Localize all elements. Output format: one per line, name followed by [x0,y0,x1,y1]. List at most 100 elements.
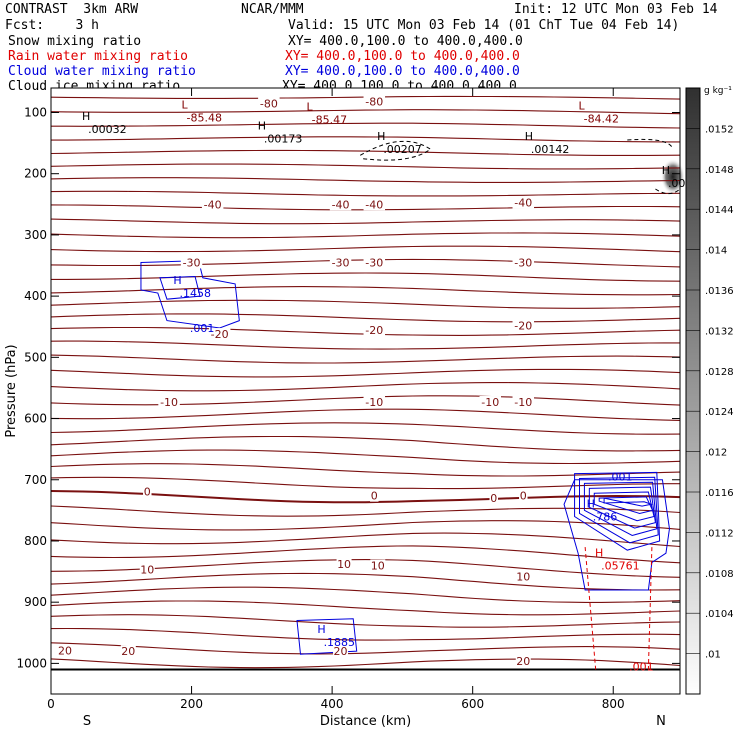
temperature-contour-line [51,136,680,143]
y-tick-label: 500 [24,350,47,364]
contour-label-bg [201,198,224,211]
colorbar-tick-label: .0148 [705,165,734,176]
contour-label: 20 [58,645,72,658]
temperature-contour-line [51,218,680,225]
temperature-contour-line [51,382,680,392]
field-xy-cloud-water: XY= 400.0,100.0 to 400.0,400.0 [285,64,520,79]
y-tick-label: 200 [24,167,47,181]
chart-title-center: NCAR/MMM [241,2,304,17]
contour-label-bg [519,489,528,502]
temperature-contour-line [51,463,680,477]
contour-label-bg [120,645,136,658]
colorbar [685,87,701,695]
north-end-label: N [656,714,666,729]
contour-label: -30 [514,256,532,269]
contour-label-bg [363,95,386,108]
colorbar-tick-label: .0116 [705,488,734,499]
cloud-water-contour [603,497,654,507]
extremum-mark: H [258,120,266,133]
temperature-contour-line [51,149,680,156]
cloud-water-contour [593,491,655,522]
temperature-contour-line [51,532,680,548]
temperature-contour-line [51,642,680,655]
contour-label-bg [363,256,386,269]
extremum-mark: H [377,130,385,143]
contour-label: -40 [332,198,350,211]
contour-label-bg [489,492,499,505]
temperature-contours [51,95,680,669]
contour-label: -80 [365,95,383,108]
contour-label-bg [180,256,203,269]
temperature-contour-line [51,658,680,669]
extremum-value: -85.47 [312,114,347,127]
extremum-value: .1458 [180,287,212,300]
temperature-contour-line [51,435,680,452]
contour-label: 0 [490,492,497,505]
contour-label: -30 [183,256,201,269]
contour-label: -30 [332,256,350,269]
temperature-contour-line [51,190,680,197]
contour-label: 20 [334,645,348,658]
cloud-water-contour [588,486,656,529]
contour-label-bg [370,489,379,502]
colorbar-tick-label: .0124 [705,407,734,418]
extremum-mark: H [82,110,90,123]
contour-label-bg [479,396,501,409]
x-tick-label: 800 [602,697,625,711]
contour-value-label: .001 [629,660,654,673]
contour-label: 10 [371,559,385,572]
contour-label-bg [258,97,280,110]
contour-value-label: .001 [190,322,215,335]
y-tick-label: 900 [24,595,47,609]
contour-label: 0 [520,490,527,503]
temperature-contour-line [51,368,680,378]
contour-value-label: .001 [608,471,633,484]
extremum-value: .00032 [88,123,127,136]
contour-label-bg [158,396,180,409]
field-xy-rain: XY= 400.0,100.0 to 400.0,400.0 [285,49,520,64]
contour-label-bg [57,644,73,657]
colorbar-tick-label: .0104 [705,609,734,620]
forecast-hour: Fcst: 3 h [5,18,99,33]
contour-label-bg [363,198,386,211]
extremum-mark: H [595,546,603,559]
contour-label: -80 [260,97,278,110]
y-tick-label: 1000 [16,656,47,670]
y-tick-label: 300 [24,228,47,242]
cloud-water-contour [159,276,201,300]
cloud-water-contour [140,260,240,329]
init-time: Init: 12 UTC Mon 03 Feb 14 [514,2,718,17]
colorbar-tick-label: .0132 [705,326,734,337]
contour-label: -10 [514,396,532,409]
contour-label: -10 [481,396,499,409]
contour-label-bg [363,396,386,409]
temperature-contour-line [51,545,680,564]
cloud-water-contour [563,479,670,591]
colorbar-tick-label: .0152 [705,124,734,135]
y-tick-label: 700 [24,473,47,487]
field-xy-snow: XY= 400.0,100.0 to 400.0,400.0 [288,34,523,49]
contour-label-bg [336,558,352,571]
temperature-contour-line [51,614,680,628]
y-tick-label: 100 [24,105,47,119]
extremum-mark: L [579,99,586,112]
temperature-contour-line [51,586,680,603]
contour-label: 10 [337,558,351,571]
extremum-mark: H [587,497,595,510]
field-name-snow: Snow mixing ratio [8,34,142,49]
x-tick-label: 200 [180,697,203,711]
cloud-ice-contour [627,138,681,195]
colorbar-tick-label: .01 [705,650,721,661]
temperature-contour-line [51,600,680,616]
temperature-contour-line [51,299,680,309]
contour-label-bg [515,654,531,667]
contour-label-bg [363,323,386,336]
colorbar-tick-label: .0108 [705,569,734,580]
extremum-value: -84.42 [584,112,619,125]
temperature-contour-line [51,559,680,578]
temperature-contour-line [51,476,680,490]
contour-label-bg [512,319,535,332]
temperature-contour-line [51,177,680,183]
extremum-mark: H [317,623,325,636]
cloud-water-contour [598,496,654,514]
